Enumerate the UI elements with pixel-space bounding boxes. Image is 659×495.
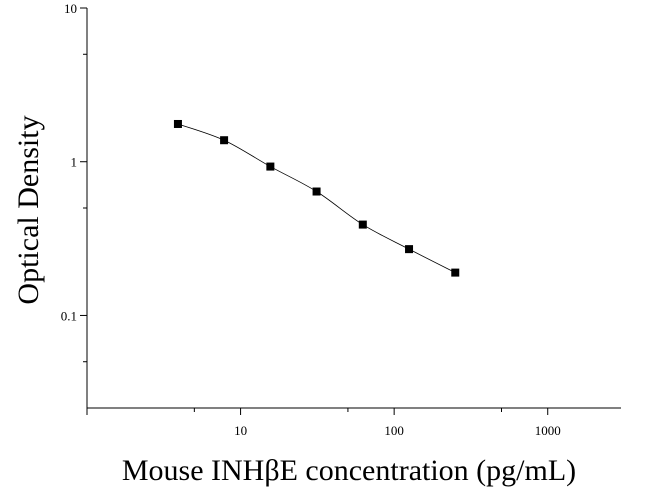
x-tick-label: 1000: [535, 423, 561, 438]
y-axis-title: Optical Density: [12, 115, 45, 304]
y-axis: 0.1 1 10: [61, 1, 88, 408]
data-point-marker: [266, 162, 275, 171]
fit-curve: [177, 123, 456, 273]
x-ticks: 10 100 1000: [86, 408, 561, 438]
x-axis: 10 100 1000: [86, 407, 621, 438]
data-point-marker: [405, 245, 414, 254]
x-axis-title: Mouse INHβE concentration (pg/mL): [122, 454, 576, 487]
data-points: [173, 119, 460, 277]
y-tick-label: 10: [64, 1, 77, 16]
y-tick-label: 0.1: [61, 308, 77, 323]
x-tick-label: 10: [234, 423, 247, 438]
y-tick-label: 1: [71, 155, 78, 170]
data-point-marker: [173, 119, 182, 128]
y-ticks: 0.1 1 10: [61, 1, 87, 363]
x-tick-label: 100: [384, 423, 404, 438]
data-point-marker: [451, 268, 460, 277]
data-point-marker: [358, 220, 367, 229]
data-point-marker: [220, 136, 229, 145]
data-point-marker: [312, 187, 321, 196]
